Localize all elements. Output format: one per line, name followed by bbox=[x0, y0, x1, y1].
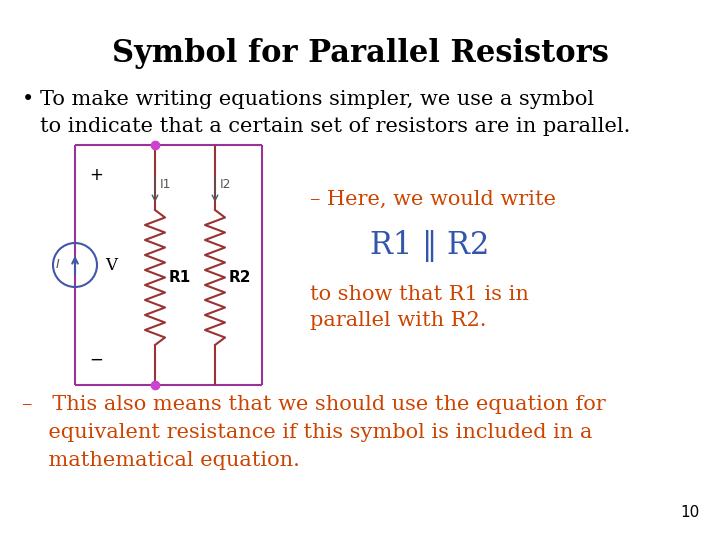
Text: V: V bbox=[105, 256, 117, 273]
Text: R1 ‖ R2: R1 ‖ R2 bbox=[370, 230, 490, 262]
Text: to show that R1 is in
parallel with R2.: to show that R1 is in parallel with R2. bbox=[310, 285, 529, 330]
Text: – Here, we would write: – Here, we would write bbox=[310, 190, 556, 209]
Text: I1: I1 bbox=[160, 179, 171, 192]
Text: 10: 10 bbox=[680, 505, 700, 520]
Text: I: I bbox=[55, 259, 59, 272]
Text: To make writing equations simpler, we use a symbol
to indicate that a certain se: To make writing equations simpler, we us… bbox=[40, 90, 631, 136]
Text: I2: I2 bbox=[220, 179, 232, 192]
Text: Symbol for Parallel Resistors: Symbol for Parallel Resistors bbox=[112, 38, 608, 69]
Text: R1: R1 bbox=[169, 270, 192, 285]
Text: •: • bbox=[22, 90, 35, 109]
Text: R2: R2 bbox=[229, 270, 251, 285]
Text: −: − bbox=[89, 351, 103, 369]
Text: –   This also means that we should use the equation for
    equivalent resistanc: – This also means that we should use the… bbox=[22, 395, 606, 470]
Text: +: + bbox=[89, 166, 103, 184]
